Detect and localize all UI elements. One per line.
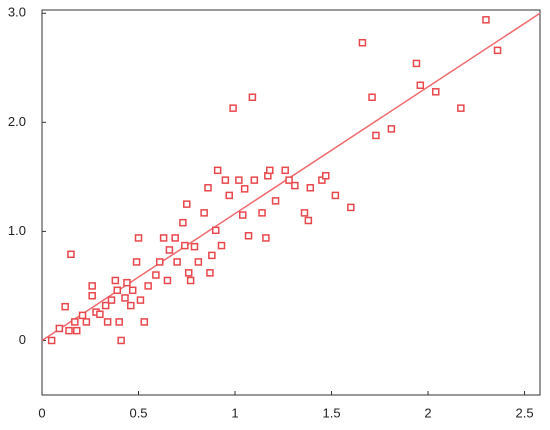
point xyxy=(244,232,253,240)
point xyxy=(78,311,87,320)
x-tick-label: 1 xyxy=(231,405,238,420)
point xyxy=(115,318,123,326)
point xyxy=(457,104,465,112)
point xyxy=(372,131,380,140)
x-tick-label: 2.5 xyxy=(516,405,534,420)
point xyxy=(163,276,172,285)
point xyxy=(262,234,270,242)
point xyxy=(387,125,396,133)
point xyxy=(206,269,214,277)
point xyxy=(217,241,226,250)
point xyxy=(240,185,249,193)
plot-frame xyxy=(41,9,541,396)
point xyxy=(266,166,274,175)
point xyxy=(179,218,187,227)
point xyxy=(432,88,440,96)
point xyxy=(331,191,340,200)
point xyxy=(412,59,421,68)
y-tick-label: 3.0 xyxy=(8,5,26,20)
point xyxy=(132,258,141,266)
point xyxy=(281,166,289,175)
point xyxy=(128,286,137,295)
point xyxy=(136,296,145,304)
point xyxy=(159,234,168,242)
point xyxy=(238,211,247,219)
point xyxy=(127,301,135,310)
point xyxy=(144,282,152,290)
point xyxy=(117,336,125,345)
point xyxy=(271,197,280,205)
point xyxy=(96,310,104,319)
point xyxy=(61,302,69,311)
point xyxy=(111,276,120,285)
point xyxy=(107,296,116,304)
point xyxy=(123,278,131,287)
point xyxy=(482,16,490,24)
point xyxy=(140,318,149,326)
point xyxy=(416,81,425,90)
point xyxy=(235,176,243,184)
point xyxy=(103,318,112,326)
point xyxy=(47,336,56,345)
point xyxy=(88,282,96,290)
point xyxy=(155,258,164,266)
point xyxy=(113,286,122,295)
point xyxy=(121,294,129,302)
point xyxy=(165,246,174,254)
point xyxy=(204,184,212,192)
point xyxy=(285,176,293,184)
point xyxy=(229,104,237,112)
point xyxy=(318,176,326,184)
x-tick-label: 0 xyxy=(38,405,45,420)
point xyxy=(306,184,315,192)
y-tick-label: 2.0 xyxy=(8,114,26,129)
point xyxy=(300,209,309,217)
point xyxy=(250,176,259,184)
point xyxy=(213,166,222,175)
point xyxy=(173,258,181,266)
point xyxy=(181,241,189,250)
point xyxy=(493,46,502,55)
y-tick-label: 0 xyxy=(19,332,26,347)
point xyxy=(55,324,64,333)
point xyxy=(184,269,193,277)
point xyxy=(258,209,266,217)
x-tick-label: 1.5 xyxy=(322,405,340,420)
point xyxy=(321,172,330,180)
point xyxy=(186,276,195,285)
point xyxy=(65,326,73,335)
point xyxy=(291,181,299,190)
point xyxy=(194,258,203,266)
point xyxy=(208,251,216,260)
point xyxy=(71,318,79,326)
point xyxy=(183,200,191,208)
y-tick-label: 1.0 xyxy=(8,223,26,238)
point xyxy=(248,93,257,102)
point xyxy=(225,191,233,200)
point xyxy=(211,226,220,235)
point xyxy=(72,326,81,335)
x-tick-label: 0.5 xyxy=(129,405,147,420)
point xyxy=(221,176,230,184)
point xyxy=(101,301,110,310)
point xyxy=(200,209,208,217)
point xyxy=(190,242,199,251)
point xyxy=(171,234,179,242)
point xyxy=(304,216,313,225)
point xyxy=(358,38,367,47)
point xyxy=(368,93,376,102)
x-tick-label: 2 xyxy=(424,405,431,420)
point xyxy=(347,203,355,212)
point xyxy=(88,292,96,300)
point xyxy=(134,234,143,242)
point xyxy=(82,318,91,326)
point xyxy=(67,250,75,259)
point xyxy=(152,271,160,279)
